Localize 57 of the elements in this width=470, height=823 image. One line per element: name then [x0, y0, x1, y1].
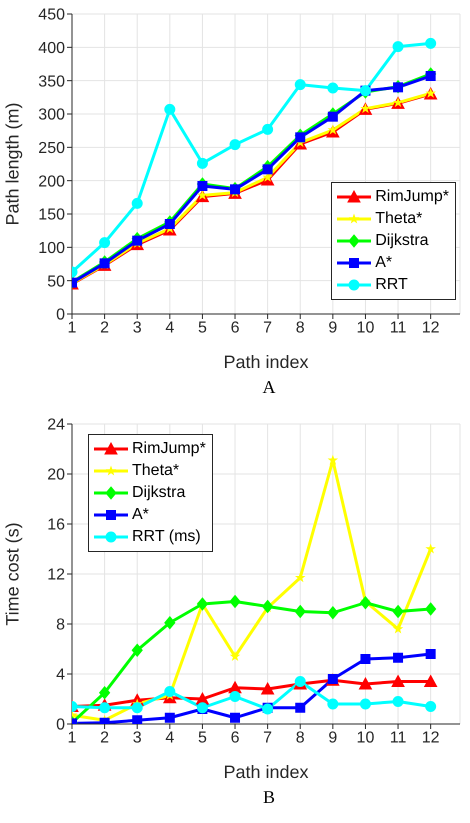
- x-tick-label: 4: [165, 729, 174, 746]
- y-tick-label: 250: [38, 140, 66, 158]
- x-tick-label: 9: [328, 729, 338, 746]
- x-tick-label: 2: [100, 729, 110, 746]
- y-tick-label: 4: [56, 666, 66, 684]
- x-tick-label: 6: [230, 319, 240, 336]
- y-tick-label: 50: [47, 273, 66, 290]
- y-axis-title: Time cost (s): [2, 522, 22, 626]
- legend-label: RRT (ms): [132, 528, 201, 546]
- legend-label: Theta*: [375, 210, 422, 228]
- x-tick-label: 12: [422, 319, 440, 336]
- y-tick-label: 16: [47, 516, 66, 534]
- text: B: [262, 786, 276, 809]
- y-tick-label: 8: [56, 616, 66, 634]
- x-tick-label: 10: [356, 319, 374, 336]
- x-axis-title: Path index: [223, 352, 309, 372]
- x-tick-label: 11: [390, 729, 406, 746]
- y-tick-label: 150: [38, 206, 66, 224]
- x-tick-label: 12: [422, 729, 440, 746]
- x-tick-label: 5: [198, 729, 207, 746]
- y-tick-label: 350: [38, 73, 66, 90]
- legend-label: RimJump*: [375, 188, 449, 206]
- y-axis-title: Path length (m): [2, 102, 22, 226]
- y-tick-label: 12: [47, 566, 66, 584]
- x-tick-label: 11: [390, 319, 406, 336]
- y-tick-label: 400: [38, 40, 66, 58]
- x-tick-label: 2: [100, 319, 110, 336]
- x-tick-label: 4: [165, 319, 174, 336]
- y-tick-label: 450: [38, 6, 66, 24]
- legend-label: RRT: [375, 276, 408, 294]
- legend-label: A*: [132, 506, 149, 524]
- y-tick-label: 24: [47, 416, 66, 434]
- legend-label: Dijkstra: [375, 232, 429, 250]
- x-tick-label: 6: [230, 729, 240, 746]
- x-tick-label: 1: [68, 319, 77, 336]
- y-tick-label: 300: [38, 106, 66, 124]
- x-axis-title: Path index: [223, 762, 309, 782]
- x-tick-label: 3: [132, 319, 142, 336]
- y-tick-label: 100: [38, 240, 66, 258]
- y-tick-label: 20: [47, 466, 66, 484]
- y-tick-label: 0: [56, 306, 66, 324]
- text: A: [262, 376, 276, 399]
- legend-label: A*: [375, 254, 392, 272]
- legend-label: Dijkstra: [132, 484, 186, 502]
- x-tick-label: 8: [296, 319, 305, 336]
- x-tick-label: 8: [296, 729, 305, 746]
- x-tick-label: 7: [263, 319, 272, 336]
- x-tick-label: 9: [328, 319, 338, 336]
- x-tick-label: 10: [356, 729, 374, 746]
- x-tick-label: 7: [263, 729, 272, 746]
- y-tick-label: 0: [56, 716, 66, 734]
- legend-label: RimJump*: [132, 440, 206, 458]
- legend-label: Theta*: [132, 462, 180, 480]
- x-tick-label: 1: [68, 729, 77, 746]
- x-tick-label: 3: [132, 729, 142, 746]
- y-tick-label: 200: [38, 173, 66, 190]
- x-tick-label: 5: [198, 319, 207, 336]
